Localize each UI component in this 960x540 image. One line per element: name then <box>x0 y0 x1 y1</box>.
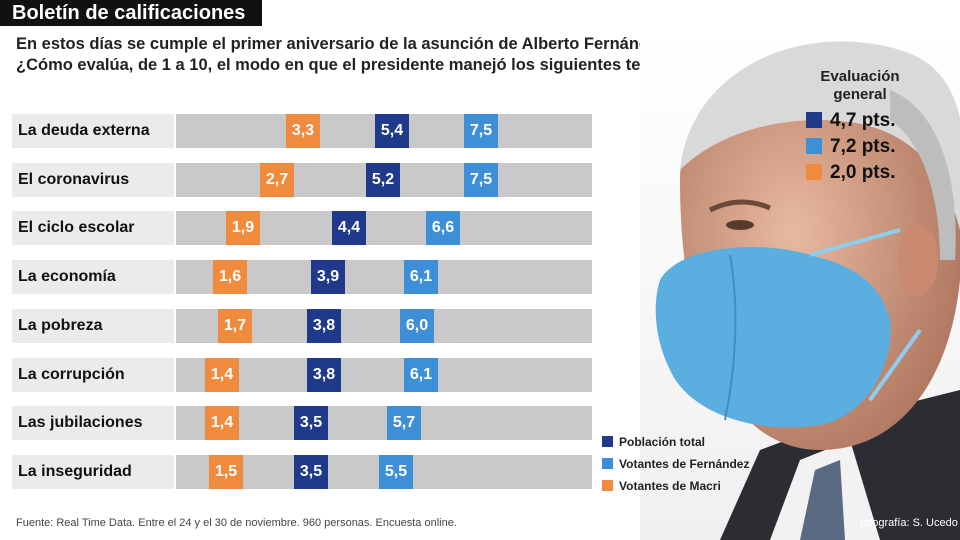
data-point-poblacion: 5,4 <box>375 114 409 148</box>
data-point-poblacion: 3,9 <box>311 260 345 294</box>
data-point-poblacion: 3,5 <box>294 406 328 440</box>
evaluacion-swatch <box>806 112 822 128</box>
legend-label: Población total <box>619 435 706 449</box>
data-point-fernandez: 5,5 <box>379 455 413 489</box>
data-point-macri: 1,5 <box>209 455 243 489</box>
evaluacion-title-line-1: Evaluación <box>820 68 900 85</box>
legend-item: Población total <box>602 434 705 450</box>
legend-item: Votantes de Macri <box>602 478 721 494</box>
evaluacion-item: 7,2 pts. <box>806 136 895 158</box>
category-label: El ciclo escolar <box>12 211 174 245</box>
data-point-macri: 3,3 <box>286 114 320 148</box>
data-point-poblacion: 5,2 <box>366 163 400 197</box>
evaluacion-value: 4,7 pts. <box>830 110 896 131</box>
credit-note: Infografía: S. Ucedo <box>860 517 958 529</box>
data-point-poblacion: 4,4 <box>332 211 366 245</box>
evaluacion-value: 7,2 pts. <box>830 136 896 157</box>
data-point-macri: 1,7 <box>218 309 252 343</box>
source-note: Fuente: Real Time Data. Entre el 24 y el… <box>16 517 457 529</box>
data-point-fernandez: 7,5 <box>464 163 498 197</box>
category-label: La inseguridad <box>12 455 174 489</box>
category-label: La deuda externa <box>12 114 174 148</box>
president-photo <box>640 30 960 540</box>
legend-swatch <box>602 480 613 491</box>
category-label: La economía <box>12 260 174 294</box>
legend-label: Votantes de Fernández <box>619 457 750 471</box>
evaluacion-value: 2,0 pts. <box>830 162 896 183</box>
evaluacion-swatch <box>806 138 822 154</box>
category-label: La corrupción <box>12 358 174 392</box>
data-point-poblacion: 3,8 <box>307 358 341 392</box>
legend-swatch <box>602 436 613 447</box>
evaluacion-swatch <box>806 164 822 180</box>
data-point-fernandez: 6,1 <box>404 358 438 392</box>
legend-swatch <box>602 458 613 469</box>
page-title: Boletín de calificaciones <box>0 0 262 26</box>
data-point-fernandez: 6,1 <box>404 260 438 294</box>
data-point-fernandez: 6,6 <box>426 211 460 245</box>
category-track <box>176 358 592 392</box>
evaluacion-title: Evaluación general <box>800 68 920 104</box>
category-label: La pobreza <box>12 309 174 343</box>
subtitle-line-2: ¿Cómo evalúa, de 1 a 10, el modo en que … <box>16 56 684 74</box>
category-track <box>176 406 592 440</box>
category-label: Las jubilaciones <box>12 406 174 440</box>
data-point-poblacion: 3,8 <box>307 309 341 343</box>
subtitle-line-1: En estos días se cumple el primer aniver… <box>16 35 672 53</box>
evaluacion-title-line-2: general <box>833 86 887 103</box>
evaluacion-item: 2,0 pts. <box>806 162 895 184</box>
data-point-fernandez: 5,7 <box>387 406 421 440</box>
data-point-poblacion: 3,5 <box>294 455 328 489</box>
subtitle: En estos días se cumple el primer aniver… <box>16 34 706 76</box>
legend-item: Votantes de Fernández <box>602 456 749 472</box>
data-point-fernandez: 7,5 <box>464 114 498 148</box>
data-point-macri: 2,7 <box>260 163 294 197</box>
legend-label: Votantes de Macri <box>619 479 721 493</box>
data-point-macri: 1,4 <box>205 358 239 392</box>
evaluacion-item: 4,7 pts. <box>806 110 895 132</box>
data-point-macri: 1,4 <box>205 406 239 440</box>
data-point-macri: 1,6 <box>213 260 247 294</box>
category-label: El coronavirus <box>12 163 174 197</box>
data-point-fernandez: 6,0 <box>400 309 434 343</box>
data-point-macri: 1,9 <box>226 211 260 245</box>
